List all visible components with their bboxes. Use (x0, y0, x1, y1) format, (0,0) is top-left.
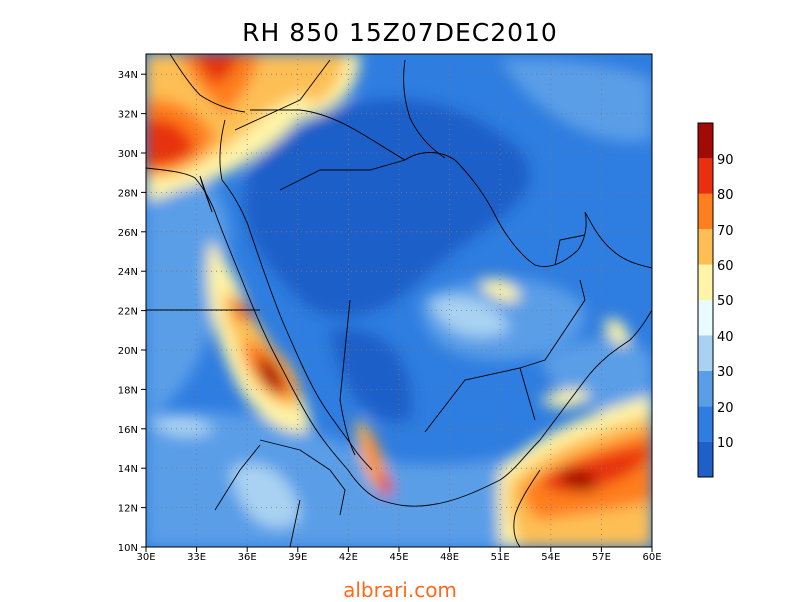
x-axis-labels: 30E 33E 36E 39E 42E 45E 48E 51E 54E 57E … (136, 552, 661, 563)
x-tick-label: 57E (592, 552, 611, 563)
colorbar-swatches (698, 123, 713, 477)
coastlines (146, 54, 652, 547)
x-tick-label: 54E (541, 552, 560, 563)
x-tick-label: 60E (642, 552, 661, 563)
y-tick-label: 28N (118, 188, 138, 199)
y-tick-label: 34N (118, 70, 138, 81)
colorbar-swatch (698, 300, 713, 336)
y-tick-label: 10N (118, 543, 138, 554)
colorbar-swatch (698, 229, 713, 265)
colorbar-label: 70 (717, 224, 734, 239)
humidity-field (146, 54, 652, 547)
colorbar-label: 60 (717, 259, 734, 274)
x-tick-label: 30E (136, 552, 155, 563)
watermark-text: albrari.com (343, 578, 457, 602)
x-tick-label: 45E (389, 552, 408, 563)
colorbar-label: 40 (717, 330, 734, 345)
y-tick-label: 18N (118, 385, 138, 396)
y-axis-labels: 10N 12N 14N 16N 18N 20N 22N 24N 26N 28N … (118, 70, 138, 554)
y-tick-label: 32N (118, 110, 138, 121)
y-tick-label: 30N (118, 149, 138, 160)
colorbar-swatch (698, 335, 713, 371)
colorbar-label: 50 (717, 294, 734, 309)
y-tick-label: 22N (118, 307, 138, 318)
colorbar-swatch (698, 264, 713, 300)
colorbar-swatch (698, 123, 713, 159)
x-tick-label: 39E (288, 552, 307, 563)
colorbar-frame (697, 122, 714, 478)
y-tick-label: 14N (118, 464, 138, 475)
colorbar-swatch (698, 406, 713, 442)
country-borders (146, 59, 586, 547)
colorbar-label: 90 (717, 153, 734, 168)
y-tick-label: 24N (118, 267, 138, 278)
colorbar-label: 30 (717, 365, 734, 380)
colorbar-swatch (698, 441, 713, 477)
colorbar-swatch (698, 193, 713, 230)
map-title: RH 850 15Z07DEC2010 (242, 18, 558, 47)
x-tick-label: 48E (440, 552, 459, 563)
x-tick-label: 33E (187, 552, 206, 563)
y-tick-label: 26N (118, 228, 138, 239)
x-tick-label: 42E (339, 552, 358, 563)
colorbar-label: 80 (717, 188, 734, 203)
x-tick-label: 51E (491, 552, 510, 563)
gridlines (146, 54, 652, 547)
y-tick-label: 16N (118, 425, 138, 436)
colorbar-swatch (698, 370, 713, 407)
y-tick-label: 20N (118, 346, 138, 357)
y-tick-label: 12N (118, 504, 138, 515)
colorbar-labels: 10 20 30 40 50 60 70 80 90 (717, 153, 734, 451)
colorbar-label: 10 (717, 436, 734, 451)
x-tick-label: 36E (238, 552, 257, 563)
tick-marks (141, 73, 653, 552)
colorbar-swatch (698, 158, 713, 194)
colorbar-label: 20 (717, 401, 734, 416)
